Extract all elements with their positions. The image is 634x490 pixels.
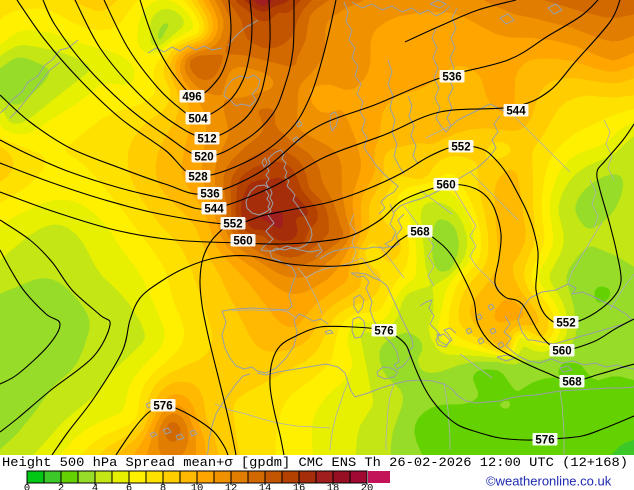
svg-text:560: 560 — [552, 346, 571, 358]
svg-text:576: 576 — [535, 435, 554, 447]
svg-text:560: 560 — [233, 236, 252, 248]
svg-text:552: 552 — [556, 318, 575, 330]
svg-text:12: 12 — [225, 483, 238, 490]
svg-text:552: 552 — [451, 142, 470, 154]
svg-text:496: 496 — [182, 92, 201, 104]
svg-text:568: 568 — [410, 227, 430, 239]
svg-text:©weatheronline.co.uk: ©weatheronline.co.uk — [486, 474, 612, 489]
svg-text:8: 8 — [160, 483, 166, 490]
svg-text:20: 20 — [361, 483, 374, 490]
svg-text:2: 2 — [58, 483, 64, 490]
svg-text:536: 536 — [442, 72, 461, 84]
svg-text:18: 18 — [327, 483, 340, 490]
svg-text:4: 4 — [92, 483, 98, 490]
svg-text:504: 504 — [188, 114, 208, 126]
svg-text:568: 568 — [562, 377, 582, 389]
svg-text:576: 576 — [153, 401, 172, 413]
svg-text:536: 536 — [200, 189, 219, 201]
svg-text:16: 16 — [293, 483, 306, 490]
svg-text:Height 500 hPa Spread mean+σ [: Height 500 hPa Spread mean+σ [gpdm] CMC … — [2, 455, 628, 470]
svg-text:544: 544 — [204, 204, 224, 216]
svg-text:512: 512 — [197, 134, 216, 146]
svg-text:10: 10 — [191, 483, 204, 490]
svg-text:560: 560 — [436, 180, 455, 192]
svg-text:528: 528 — [188, 172, 208, 184]
svg-text:6: 6 — [126, 483, 132, 490]
svg-text:552: 552 — [223, 219, 242, 231]
svg-text:14: 14 — [259, 483, 272, 490]
svg-text:0: 0 — [24, 483, 30, 490]
svg-text:544: 544 — [506, 106, 526, 118]
svg-text:520: 520 — [194, 152, 213, 164]
svg-text:576: 576 — [374, 326, 393, 338]
